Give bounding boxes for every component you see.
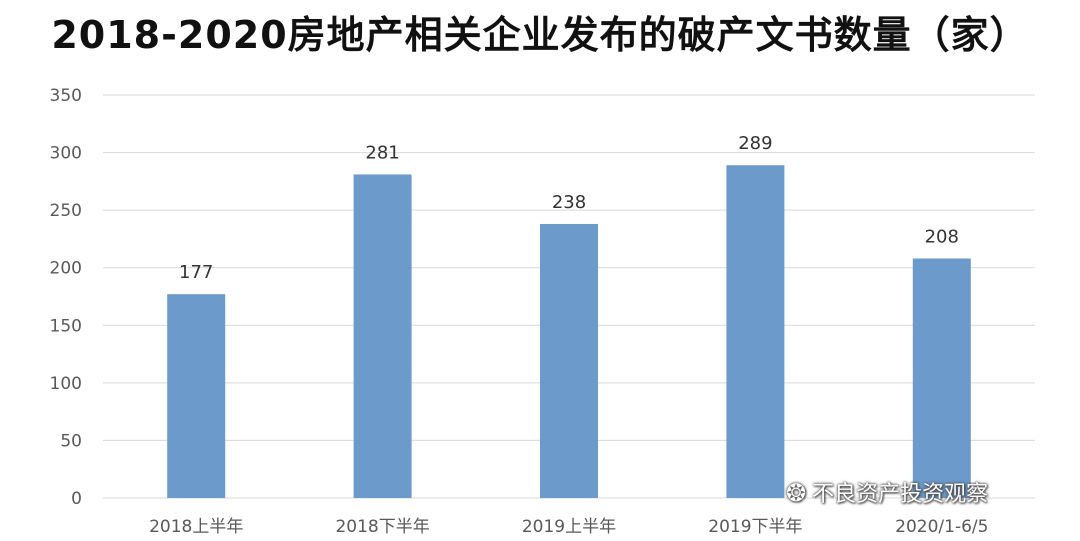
y-tick-label: 0 [71, 489, 82, 509]
watermark: ❂ 不良资产投资观察 [786, 476, 988, 508]
x-tick-label: 2019下半年 [708, 517, 802, 537]
y-tick-label: 300 [50, 144, 82, 164]
x-tick-label: 2019上半年 [522, 517, 616, 537]
data-label: 177 [179, 262, 213, 283]
y-tick-label: 250 [50, 201, 82, 221]
bar [167, 294, 226, 498]
x-tick-label: 2020/1-6/5 [895, 517, 988, 537]
data-label: 238 [552, 192, 586, 213]
bar [540, 223, 598, 498]
watermark-text: 不良资产投资观察 [812, 482, 989, 507]
data-label: 281 [365, 142, 399, 163]
chart-title: 2018-2020房地产相关企业发布的破产文书数量（家） [51, 13, 1029, 57]
y-tick-label: 150 [50, 316, 82, 336]
y-tick-label: 350 [50, 86, 82, 106]
y-tick-label: 200 [50, 259, 82, 279]
wechat-icon: ❂ [786, 479, 807, 507]
y-tick-label: 100 [50, 374, 82, 394]
y-tick-label: 50 [60, 431, 82, 451]
bar [353, 174, 412, 498]
data-label: 208 [925, 227, 959, 248]
bar [912, 258, 971, 498]
x-tick-label: 2018上半年 [149, 517, 243, 537]
x-tick-label: 2018下半年 [335, 517, 429, 537]
bar [726, 165, 785, 499]
data-label: 289 [738, 133, 772, 154]
